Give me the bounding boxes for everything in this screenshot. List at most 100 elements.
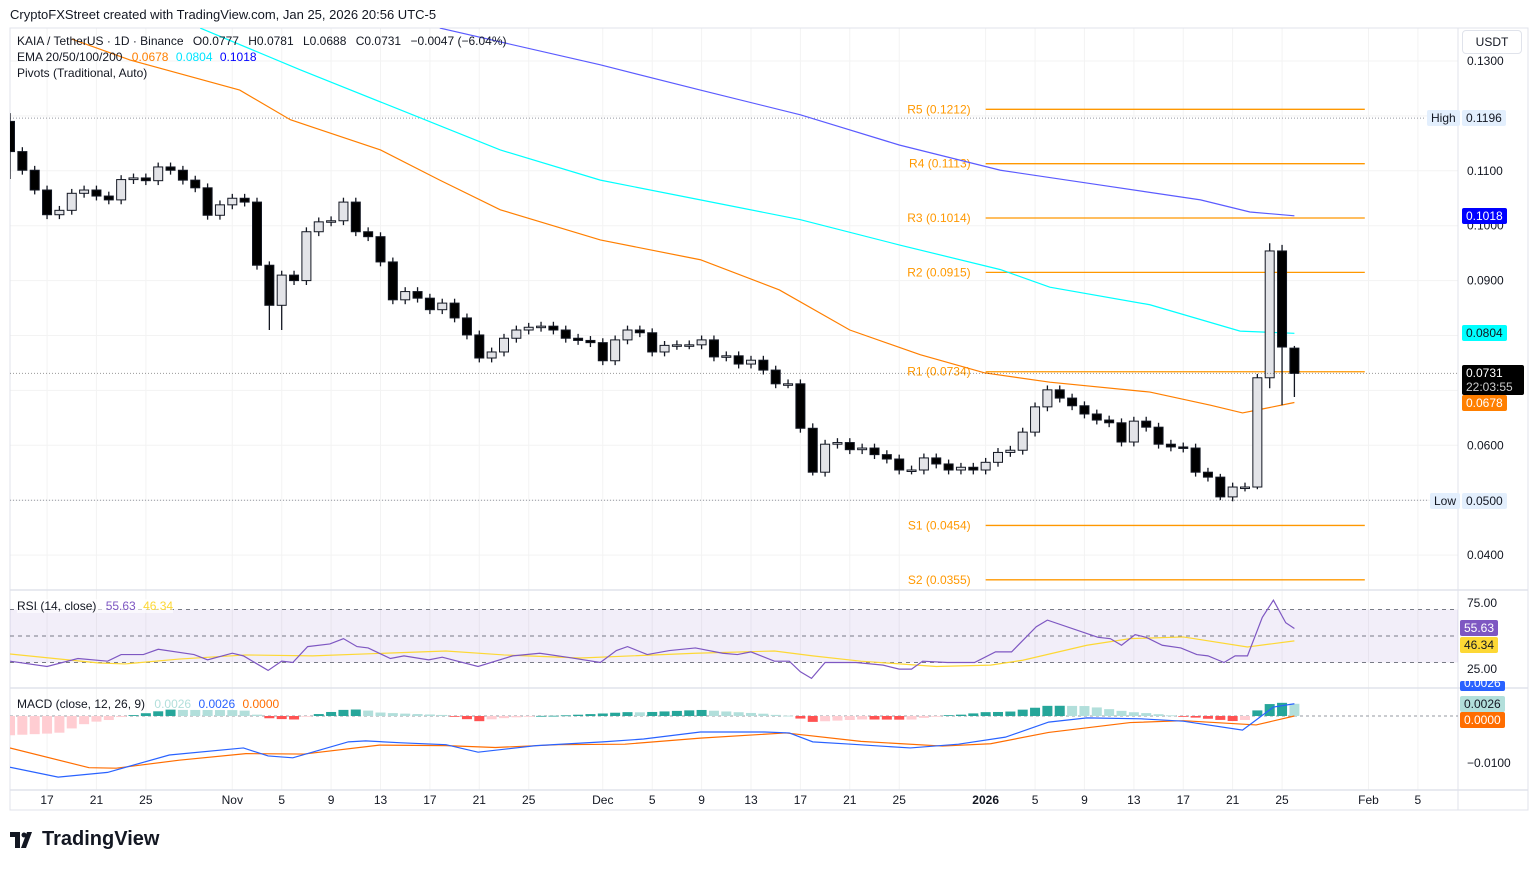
candle-body — [91, 189, 102, 197]
macd-histogram-bar — [1202, 716, 1213, 719]
macd-histogram-bar — [993, 711, 1003, 716]
macd-histogram-bar — [1079, 706, 1090, 716]
candle — [289, 270, 300, 285]
rsi-line — [10, 599, 1295, 680]
candle-body — [943, 463, 954, 471]
macd-label: MACD (close, 12, 26, 9) — [17, 697, 146, 711]
pivot-label: R2 (0.0915) — [907, 265, 970, 279]
candle-body — [684, 344, 695, 347]
candle — [252, 197, 262, 270]
macd-histogram-bar — [177, 709, 188, 716]
ema-value-blue: 0.1018 — [219, 50, 257, 64]
candle-body — [918, 457, 929, 471]
candle-body — [1017, 431, 1028, 451]
time-tick-label: 5 — [649, 793, 656, 807]
macd-histogram-bar — [1289, 703, 1300, 716]
ema-orange-badge: 0.0678 — [1462, 395, 1507, 411]
candle-body — [1116, 422, 1127, 443]
ema200-badge: 0.1018 — [1462, 208, 1507, 224]
candle-body — [869, 447, 880, 456]
candle — [66, 188, 77, 215]
candle — [128, 173, 139, 184]
candle — [597, 338, 608, 366]
macd-histogram-bar — [647, 711, 658, 716]
candle — [1141, 416, 1152, 432]
rsi-tick-label: 75.00 — [1467, 596, 1497, 610]
macd-histogram-bar — [931, 716, 942, 717]
high-label-badge: High — [1427, 110, 1460, 126]
candle-body — [1289, 347, 1300, 374]
candle-body — [350, 201, 361, 233]
time-tick-label: 25 — [1275, 793, 1289, 807]
candle-body — [363, 231, 374, 238]
candle — [276, 270, 287, 331]
macd-histogram-bar — [733, 712, 744, 716]
candle — [1079, 401, 1090, 419]
macd-histogram-bar — [758, 713, 769, 716]
ema-legend[interactable]: EMA 20/50/100/200 0.0678 0.0804 0.1018 — [17, 50, 257, 64]
candle — [1116, 418, 1127, 447]
macd-histogram-bar — [289, 716, 300, 720]
pivots-legend[interactable]: Pivots (Traditional, Auto) — [17, 66, 148, 80]
time-tick-label: Nov — [222, 793, 243, 807]
pivot-label: R1 (0.0734) — [907, 365, 970, 379]
candle — [832, 438, 843, 449]
tradingview-logo[interactable]: TradingView — [10, 828, 159, 851]
macd-histogram-bar — [1240, 716, 1250, 720]
macd-histogram-bar — [523, 716, 534, 717]
candle-body — [1227, 486, 1238, 498]
macd-histogram-bar — [1017, 709, 1028, 716]
candle — [869, 443, 880, 460]
candle-body — [511, 329, 522, 339]
candle-body — [1141, 420, 1152, 428]
symbol-title[interactable]: KAIA / TetherUS · 1D · Binance — [17, 34, 184, 48]
candle-body — [17, 151, 28, 171]
macd-legend[interactable]: MACD (close, 12, 26, 9) 0.0026 0.0026 0.… — [17, 697, 279, 711]
candle — [499, 333, 509, 357]
ohlc-open: O0.0777 — [192, 34, 239, 48]
candle — [301, 227, 312, 285]
candle-body — [264, 264, 275, 306]
candle — [1165, 439, 1176, 452]
candle-body — [1005, 449, 1016, 453]
candle — [54, 205, 65, 220]
ohlc-high: H0.0781 — [248, 34, 294, 48]
time-tick-label: 5 — [1415, 793, 1422, 807]
macd-histogram-bar — [214, 710, 225, 716]
candle — [931, 453, 942, 469]
ema-value-cyan: 0.0804 — [175, 50, 213, 64]
macd-histogram-bar — [820, 716, 831, 722]
macd-histogram-bar — [276, 716, 287, 720]
candle — [585, 336, 596, 348]
candle — [424, 293, 435, 315]
macd-histogram-bar — [795, 716, 806, 719]
macd-histogram-bar — [881, 716, 892, 720]
candle-body — [499, 337, 509, 353]
candle-body — [622, 329, 633, 341]
macd-histogram-bar — [585, 714, 596, 716]
macd-histogram-bar — [1005, 711, 1016, 716]
candle-body — [437, 302, 448, 311]
candle — [844, 438, 855, 455]
macd-histogram-bar — [375, 712, 386, 716]
time-tick-label: 17 — [40, 793, 54, 807]
candle — [387, 257, 398, 305]
macd-histogram-bar — [91, 716, 102, 722]
candle-body — [1091, 413, 1102, 421]
macd-histogram-bar — [474, 716, 485, 722]
candle — [820, 439, 831, 477]
candle — [79, 185, 90, 198]
candle-body — [29, 169, 40, 191]
candle-body — [66, 192, 77, 211]
macd-histogram-bar — [1067, 705, 1078, 716]
rsi-legend[interactable]: RSI (14, close) 55.63 46.34 — [17, 599, 174, 613]
candle-body — [1190, 447, 1201, 473]
macd-histogram-bar — [153, 711, 164, 716]
macd-histogram-bar — [363, 710, 374, 716]
time-tick-label: 9 — [1081, 793, 1088, 807]
macd-histogram-bar — [746, 712, 756, 716]
macd-histogram-bar — [721, 711, 732, 716]
candle — [1277, 244, 1288, 406]
currency-button[interactable]: USDT — [1462, 30, 1522, 54]
